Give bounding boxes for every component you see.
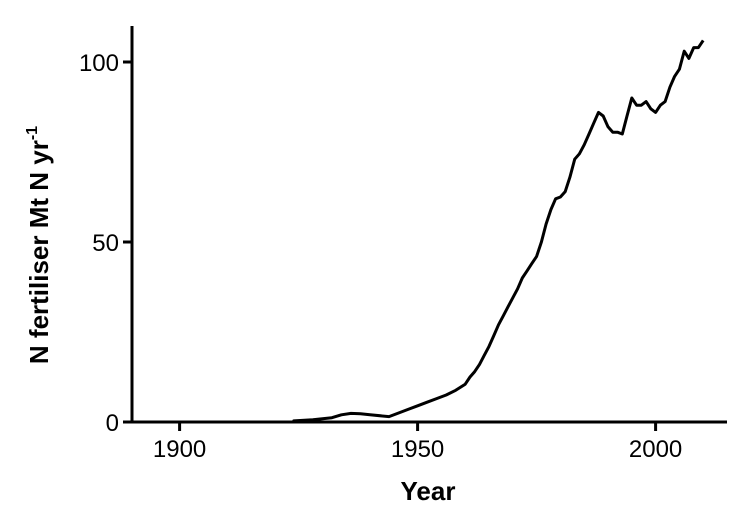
y-ticks: 0 50 100 [79,50,132,437]
series-line [292,39,705,423]
y-axis-title: N fertiliser Mt N yr-1 [24,126,54,364]
y-axis-title-superscript: -1 [24,126,41,140]
y-tick-label: 0 [106,410,119,437]
x-ticks: 1900 1950 2000 [153,422,682,463]
x-tick-label: 1900 [153,436,206,463]
y-axis-title-main: N fertiliser Mt N yr [24,140,54,364]
x-axis-title: Year [401,476,456,506]
x-tick-label: 2000 [629,436,682,463]
x-tick-label: 1950 [391,436,444,463]
y-tick-label: 50 [92,230,119,257]
y-tick-label: 100 [79,50,119,77]
